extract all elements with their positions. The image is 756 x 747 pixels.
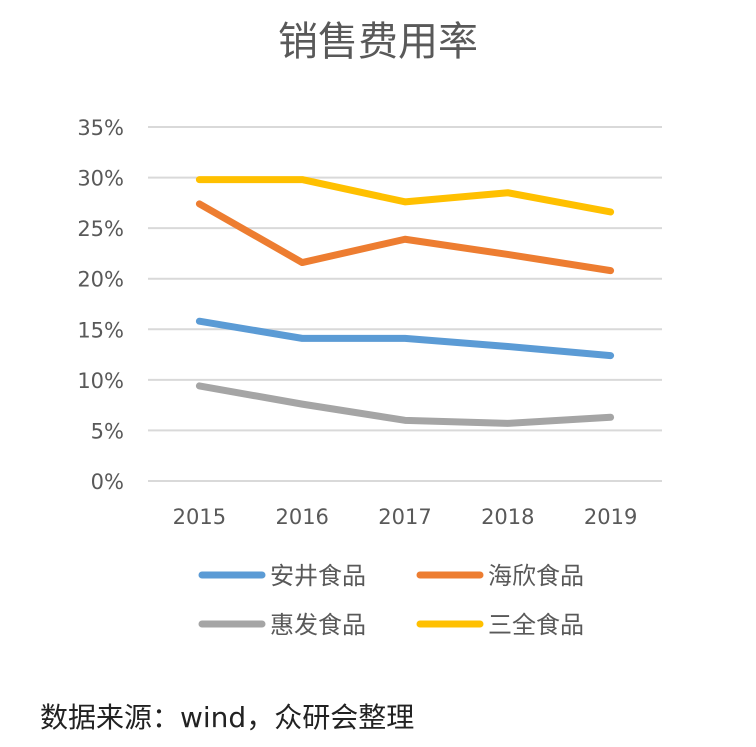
series-line	[195, 317, 615, 360]
series-line	[195, 382, 615, 427]
y-axis-ticks: 0% 5% 10% 15% 20% 25% 30% 35%	[77, 116, 124, 494]
x-tick-label: 2017	[378, 505, 431, 529]
y-tick-label: 30%	[77, 167, 124, 191]
series-line	[195, 176, 615, 216]
y-tick-label: 10%	[77, 369, 124, 393]
y-tick-label: 35%	[77, 116, 124, 140]
x-tick-label: 2019	[584, 505, 637, 529]
y-tick-label: 15%	[77, 318, 124, 342]
x-axis-ticks: 2015 2016 2017 2018 2019	[173, 505, 638, 529]
chart-title: 销售费用率	[278, 19, 478, 65]
y-tick-label: 0%	[91, 470, 124, 494]
y-tick-label: 20%	[77, 268, 124, 292]
legend-label: 海欣食品	[488, 562, 584, 590]
y-tick-label: 25%	[77, 217, 124, 241]
y-tick-label: 5%	[91, 419, 124, 443]
legend-label: 安井食品	[270, 562, 366, 590]
x-tick-label: 2018	[481, 505, 534, 529]
legend-label: 惠发食品	[270, 611, 366, 639]
legend-label: 三全食品	[488, 611, 584, 639]
series-line	[195, 200, 615, 275]
x-tick-label: 2015	[173, 505, 226, 529]
series-lines	[195, 176, 615, 427]
source-note: 数据来源：wind，众研会整理	[40, 701, 415, 734]
x-tick-label: 2016	[275, 505, 328, 529]
